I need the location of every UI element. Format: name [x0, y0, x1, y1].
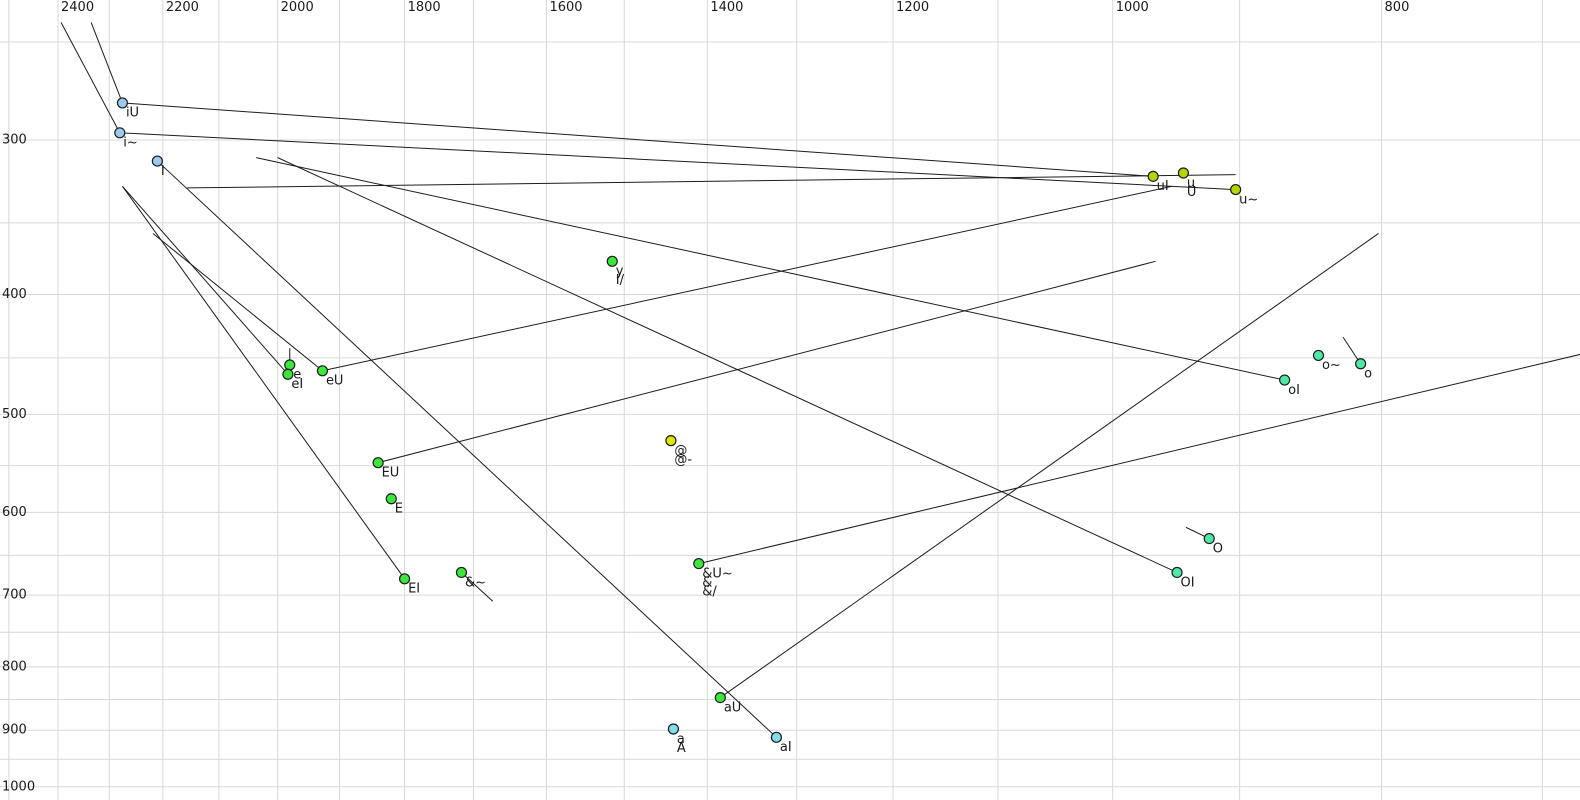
vowel-point-u~: [1230, 183, 1242, 196]
trajectory-line-aI-glide: [157, 160, 777, 738]
vowel-point-O: [1203, 532, 1215, 545]
vowel-label-o: o: [1364, 367, 1372, 382]
vowel-label-U: U: [1187, 185, 1197, 200]
vowel-point-EU: [372, 457, 384, 469]
y-tick-label-300: 300: [2, 133, 27, 148]
vowel-point-&U~: [693, 557, 705, 570]
trajectory-line-aU-glide: [720, 233, 1379, 699]
vowel-point-o: [1355, 358, 1367, 370]
vowel-point-a: [667, 723, 680, 735]
x-tick-label-2000: 2000: [281, 0, 314, 15]
vowel-point-u: [1177, 167, 1190, 179]
vowel-point-oI: [1279, 374, 1291, 386]
vowel-point-iU: [116, 97, 129, 109]
y-tick-label-600: 600: [2, 505, 27, 520]
trajectory-line-i~-to-u~: [119, 132, 1236, 191]
vowel-label-i~: i~: [123, 136, 138, 151]
trajectory-line-uI-glide: [122, 102, 1154, 177]
vowel-label-aI: aI: [780, 740, 792, 755]
vowel-label-I/: I/: [616, 273, 625, 288]
trajectory-line-oI-glide: [256, 157, 1285, 381]
trajectory-line-OI-glide: [277, 157, 1178, 573]
vowel-point-eI: [282, 368, 294, 380]
vowel-label-&U~: &U~: [702, 566, 733, 581]
x-tick-label-1400: 1400: [710, 0, 743, 15]
x-tick-label-2200: 2200: [166, 0, 199, 15]
trajectory-line-u-trajectory: [187, 174, 1236, 189]
trajectory-line-&U~-glide: [698, 353, 1580, 565]
vowel-label-iU: iU: [126, 106, 139, 121]
vowel-label-@: @: [674, 443, 687, 458]
vowel-label-I: I: [161, 164, 165, 179]
trajectory-line-EU-glide: [377, 260, 1156, 464]
vowel-label-u: u: [1187, 176, 1195, 191]
vowel-label-oI: oI: [1288, 383, 1300, 398]
axis-tick-labels: 2400 2200 2000 1800 1600 1400 1200 1000 800 300 40…: [2, 0, 1409, 794]
vowel-label-o~: o~: [1322, 358, 1341, 373]
vowel-point-uI: [1147, 170, 1159, 182]
vowel-label-O: O: [1213, 541, 1223, 556]
vowel-point-EI: [398, 573, 411, 585]
vowel-point-eU: [316, 365, 329, 377]
vowel-label-A: A: [677, 741, 686, 756]
y-tick-label-800: 800: [2, 659, 27, 674]
x-tick-label-2400: 2400: [61, 0, 94, 15]
vowel-labels: iU i~ IyI/eeI eU EU E EI &~ @@- &U~&&/ aU aA aI uI uUu…: [123, 106, 1372, 756]
vowel-label-eI: eI: [291, 377, 303, 392]
vowel-label-uI: uI: [1157, 179, 1169, 194]
vowel-label-&~: &~: [465, 575, 486, 590]
vowel-label-@-: @-: [674, 452, 692, 467]
vowel-label-E: E: [395, 502, 403, 517]
trajectory-line-eU-glide: [322, 185, 1173, 372]
vowel-point-@: [665, 435, 677, 447]
vowel-point-aU: [714, 691, 726, 704]
trajectory-line-onset-to-eU: [152, 233, 323, 372]
x-tick-label-1000: 1000: [1116, 0, 1149, 15]
y-tick-label-500: 500: [2, 407, 27, 422]
y-tick-label-700: 700: [2, 588, 27, 603]
vowel-label-EU: EU: [382, 465, 400, 480]
vowel-point-&~: [455, 566, 468, 579]
y-tick-label-1000: 1000: [2, 779, 35, 794]
y-tick-label-900: 900: [2, 723, 27, 738]
x-tick-label-1600: 1600: [549, 0, 582, 15]
trajectory-line-onset-to-eI: [122, 185, 289, 375]
vowel-label-u~: u~: [1239, 192, 1258, 207]
x-tick-label-1800: 1800: [408, 0, 441, 15]
y-tick-label-400: 400: [2, 287, 27, 302]
vowel-label-OI: OI: [1181, 575, 1195, 590]
vowel-label-&: &: [702, 575, 712, 590]
vowel-label-eU: eU: [326, 374, 344, 389]
vowel-label-a: a: [677, 732, 685, 747]
vowel-label-&/: &/: [702, 584, 717, 599]
trajectory-lines: [60, 22, 1580, 738]
vowel-label-e: e: [293, 368, 301, 383]
vowel-point-i~: [114, 127, 126, 139]
vowel-point-OI: [1171, 566, 1183, 579]
x-tick-label-800: 800: [1385, 0, 1410, 15]
trajectory-line-onset-to-EI: [122, 186, 405, 580]
trajectory-line-onset-to-iU: [90, 22, 123, 104]
vowel-points: [114, 97, 1367, 743]
vowel-label-y: y: [616, 264, 624, 279]
vowel-point-o~: [1312, 349, 1325, 362]
vowel-point-I: [151, 155, 163, 167]
trajectory-line-&~-trajectory: [461, 572, 494, 602]
trajectory-line-onset-to-i~: [60, 22, 121, 134]
vowel-label-EI: EI: [408, 582, 420, 597]
vowel-point-E: [385, 493, 397, 505]
x-tick-label-1200: 1200: [896, 0, 929, 15]
vowel-point-aI: [770, 731, 783, 743]
vowel-point-y: [606, 255, 618, 267]
vowel-label-aU: aU: [724, 700, 741, 715]
